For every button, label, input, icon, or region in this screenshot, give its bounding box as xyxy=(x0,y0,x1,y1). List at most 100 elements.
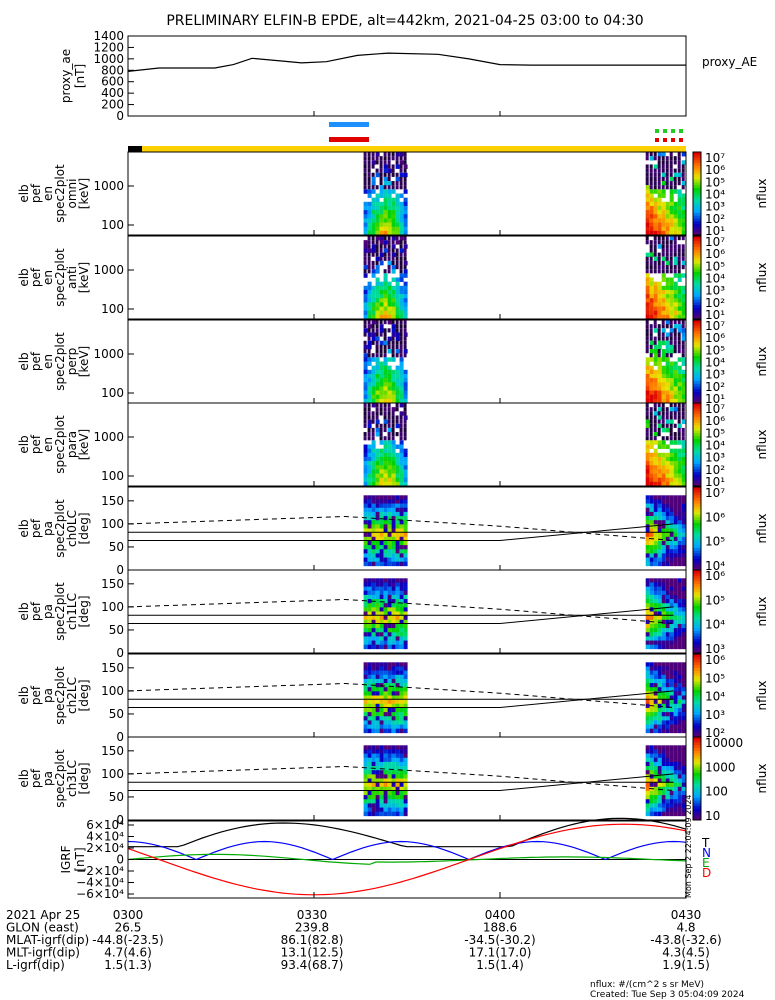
spectrogram-cell xyxy=(367,528,372,533)
spectrogram-cell xyxy=(681,152,686,157)
ylabel-line: omni xyxy=(65,179,79,209)
spectrogram-cell xyxy=(387,683,392,688)
spectrogram-cell xyxy=(645,757,650,763)
spectrogram-cell xyxy=(681,160,686,165)
spectrogram-cell xyxy=(379,328,384,333)
spectrogram-cell xyxy=(669,164,673,169)
spectrogram-cell xyxy=(673,811,678,817)
spectrogram-cell xyxy=(399,260,403,266)
spectrogram-cell xyxy=(403,172,408,178)
spectrogram-cell xyxy=(379,619,384,625)
colorbar-label: nflux xyxy=(755,347,769,377)
spectrogram-cell xyxy=(371,411,375,416)
spectrogram-cell xyxy=(383,419,388,425)
spectrogram-cell xyxy=(673,557,678,562)
spectrogram-cell xyxy=(669,365,674,371)
spectrogram-cell xyxy=(363,332,367,337)
spectrogram-cell xyxy=(681,336,686,342)
spectrogram-cell xyxy=(399,786,404,792)
spectrogram-cell xyxy=(371,236,375,241)
spectrogram-cell xyxy=(391,201,396,207)
igrf-down-line xyxy=(127,823,687,896)
spectrogram-cell xyxy=(669,778,674,783)
spectrogram-cell xyxy=(363,398,368,404)
spectrogram-cell xyxy=(665,770,670,775)
spectrogram-cell xyxy=(363,465,368,470)
spectrogram-cell xyxy=(681,324,685,329)
spectrogram-cell xyxy=(653,619,658,625)
spectrogram-cell xyxy=(367,320,371,325)
spectrogram-cell xyxy=(387,285,392,291)
spectrogram-cell xyxy=(367,683,372,688)
spectrogram-cell xyxy=(363,745,368,750)
spectrogram-cell xyxy=(681,298,686,303)
spectrogram-cell xyxy=(657,306,662,311)
spectrogram-cell xyxy=(653,240,657,245)
colorbar-tick-label: 10¹ xyxy=(705,392,725,406)
spectrogram-cell xyxy=(391,373,396,379)
spectrogram-cell xyxy=(375,386,380,391)
spectrogram-cell xyxy=(395,160,399,165)
spectrogram-cell xyxy=(657,289,662,295)
igrf-ytick-label: −4×10⁴ xyxy=(76,876,124,890)
loss-cone-line xyxy=(127,598,674,624)
spectrogram-cell xyxy=(649,181,653,186)
spectrogram-cell xyxy=(677,716,682,721)
spectrogram-cell xyxy=(645,320,649,325)
panel-frame xyxy=(127,235,687,320)
spectrogram-cell xyxy=(371,289,376,295)
spectrogram-cell xyxy=(399,152,404,157)
spectrogram-cell xyxy=(677,599,682,604)
spectrogram-cell xyxy=(673,185,677,190)
spectrogram-cell xyxy=(661,623,666,629)
spectrogram-cell xyxy=(375,561,380,567)
spectrogram-cell xyxy=(653,628,658,633)
spectrogram-cell xyxy=(387,197,392,203)
spectrogram-cell xyxy=(657,394,662,400)
spectrogram-cell xyxy=(383,222,388,227)
spectrogram-cell xyxy=(403,520,408,525)
colorbar-tick-label: 10⁶ xyxy=(705,510,725,524)
spectrogram-cell xyxy=(661,703,666,709)
spectrogram-cell xyxy=(387,578,392,583)
spectrogram-cell xyxy=(375,398,380,404)
spectrogram-cell xyxy=(363,156,367,161)
spectrogram-cell xyxy=(391,398,396,404)
spectrogram-cell xyxy=(649,770,654,775)
spectrogram-cell xyxy=(387,218,392,223)
spectrogram-cell xyxy=(371,582,376,587)
spectrogram-cell xyxy=(653,757,658,763)
spectrogram-cell xyxy=(387,599,392,604)
spectrogram-cell xyxy=(367,373,372,379)
spectrogram-cell xyxy=(661,778,666,783)
spectrogram-cell xyxy=(681,205,686,211)
spectrogram-cell xyxy=(403,511,408,517)
spectrogram-cell xyxy=(371,524,376,529)
spectrogram-cell xyxy=(391,786,396,792)
spectrogram-cell xyxy=(371,436,375,441)
spectrogram-cell xyxy=(661,456,666,462)
spectrogram-cell xyxy=(363,407,367,412)
spectrogram-cell xyxy=(371,156,375,161)
spectrogram-cell xyxy=(383,248,388,253)
spectrogram-cell xyxy=(371,716,376,721)
spectrogram-cell xyxy=(653,164,658,169)
spectrogram-cell xyxy=(399,236,404,241)
spectrogram-cell xyxy=(665,520,670,525)
spectrogram-cell xyxy=(375,795,380,800)
spectrogram-cell xyxy=(391,423,395,428)
spectrogram-cell xyxy=(669,540,674,546)
spectrogram-cell xyxy=(399,444,404,449)
spectrogram-cell xyxy=(383,503,388,509)
spectrogram-cell xyxy=(669,189,674,194)
igrf-east-line xyxy=(127,853,687,865)
spectrogram-cell xyxy=(403,636,408,641)
spectrogram-cell xyxy=(375,811,380,817)
spectrogram-cell xyxy=(363,477,368,483)
spectrogram-cell xyxy=(403,281,408,287)
spectrogram-cell xyxy=(665,761,670,767)
spectrogram-cell xyxy=(395,353,399,358)
spectrogram-cell xyxy=(387,678,392,684)
colorbar-label: nflux xyxy=(755,681,769,711)
ephemeris-value: 17.1(17.0) xyxy=(469,946,532,960)
